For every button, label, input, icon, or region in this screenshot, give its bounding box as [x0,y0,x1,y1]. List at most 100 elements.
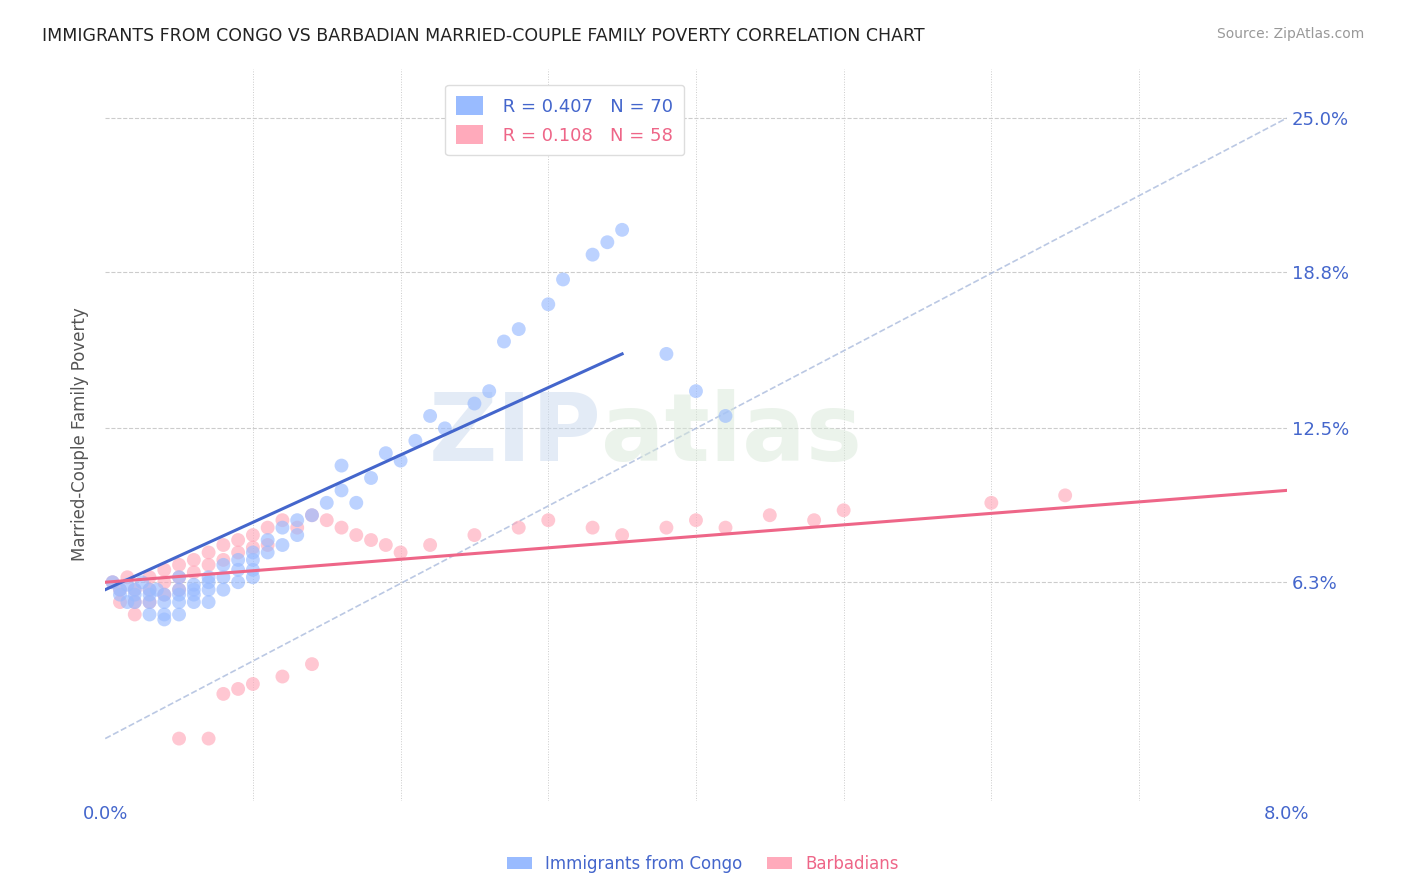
Point [344,528,367,542]
Point [581,247,603,261]
Point [301,508,323,523]
Point [271,513,294,527]
Point [330,483,353,498]
Legend:  R = 0.407   N = 70,  R = 0.108   N = 58: R = 0.407 N = 70, R = 0.108 N = 58 [446,85,685,155]
Point [183,566,205,580]
Point [167,582,190,597]
Point [714,409,737,423]
Point [212,538,235,552]
Point [374,538,396,552]
Y-axis label: Married-Couple Family Poverty: Married-Couple Family Poverty [72,308,89,561]
Point [108,582,131,597]
Point [404,434,426,448]
Point [197,731,219,746]
Point [980,496,1002,510]
Point [301,657,323,672]
Point [655,521,678,535]
Point [344,496,367,510]
Point [256,521,278,535]
Point [117,570,139,584]
Point [330,458,353,473]
Point [285,513,308,527]
Point [714,521,737,535]
Point [138,582,160,597]
Point [419,538,441,552]
Point [124,582,146,597]
Point [153,575,176,590]
Point [124,582,146,597]
Point [138,588,160,602]
Point [226,533,249,547]
Point [212,558,235,572]
Point [138,582,160,597]
Point [197,582,219,597]
Point [138,595,160,609]
Point [153,588,176,602]
Point [226,553,249,567]
Point [153,595,176,609]
Text: IMMIGRANTS FROM CONGO VS BARBADIAN MARRIED-COUPLE FAMILY POVERTY CORRELATION CHA: IMMIGRANTS FROM CONGO VS BARBADIAN MARRI… [42,27,925,45]
Point [478,384,501,398]
Point [610,528,633,542]
Point [212,570,235,584]
Point [242,677,264,691]
Point [242,528,264,542]
Point [256,538,278,552]
Point [108,582,131,597]
Point [685,513,707,527]
Point [551,272,574,286]
Point [315,496,337,510]
Point [226,545,249,559]
Point [463,396,485,410]
Point [242,570,264,584]
Point [153,612,176,626]
Point [610,223,633,237]
Point [138,607,160,622]
Point [167,558,190,572]
Point [537,513,560,527]
Point [226,681,249,696]
Text: ZIP: ZIP [429,389,602,481]
Point [167,570,190,584]
Point [167,588,190,602]
Point [492,334,515,349]
Point [360,533,382,547]
Point [167,607,190,622]
Point [271,538,294,552]
Point [256,533,278,547]
Text: atlas: atlas [602,389,862,481]
Point [433,421,456,435]
Point [242,563,264,577]
Point [183,578,205,592]
Point [183,582,205,597]
Point [138,595,160,609]
Point [581,521,603,535]
Point [197,570,219,584]
Point [212,553,235,567]
Point [242,553,264,567]
Point [153,588,176,602]
Point [508,322,530,336]
Point [183,553,205,567]
Point [183,595,205,609]
Point [167,595,190,609]
Point [463,528,485,542]
Point [330,521,353,535]
Point [124,588,146,602]
Point [242,541,264,555]
Point [285,521,308,535]
Point [596,235,619,250]
Point [167,570,190,584]
Point [167,731,190,746]
Point [138,570,160,584]
Point [226,563,249,577]
Point [197,595,219,609]
Point [389,545,412,559]
Point [360,471,382,485]
Point [803,513,825,527]
Point [271,669,294,683]
Point [197,545,219,559]
Point [124,595,146,609]
Point [124,595,146,609]
Point [117,595,139,609]
